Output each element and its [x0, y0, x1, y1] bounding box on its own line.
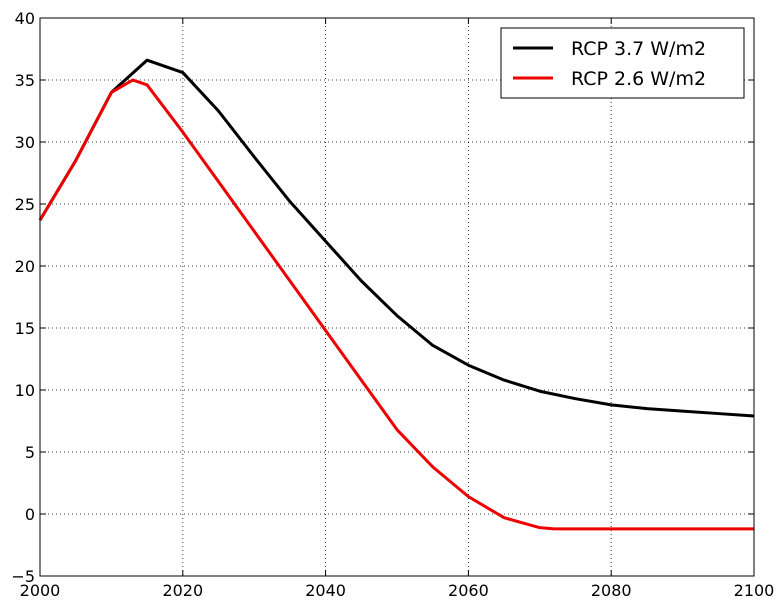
x-tick-label: 2060 — [448, 581, 489, 600]
legend-label: RCP 3.7 W/m2 — [571, 38, 706, 60]
y-tick-label: 0 — [25, 505, 35, 524]
line — [38, 58, 755, 418]
legend: RCP 3.7 W/m2 RCP 2.6 W/m2 — [500, 27, 745, 99]
y-tick-label: 5 — [25, 443, 35, 462]
x-tick-label: 2080 — [591, 581, 632, 600]
y-tick-label: 25 — [15, 195, 35, 214]
plot-frame — [39, 17, 755, 577]
y-tick-label: 30 — [15, 133, 35, 152]
line — [38, 78, 754, 531]
legend-label: RCP 2.6 W/m2 — [571, 68, 706, 90]
x-tick-label: 2040 — [305, 581, 346, 600]
x-tick-label: 2000 — [20, 581, 61, 600]
y-tick-label: 15 — [15, 319, 35, 338]
x-tick-label: 2020 — [162, 581, 203, 600]
y-tick-label: 35 — [15, 71, 35, 90]
x-tick-label: 2100 — [734, 581, 775, 600]
y-tick-label: 20 — [15, 257, 35, 276]
y-tick-label: 10 — [15, 381, 35, 400]
y-tick-label: −5 — [11, 567, 35, 586]
legend-frame — [500, 27, 745, 99]
y-tick-label: 40 — [15, 9, 35, 28]
